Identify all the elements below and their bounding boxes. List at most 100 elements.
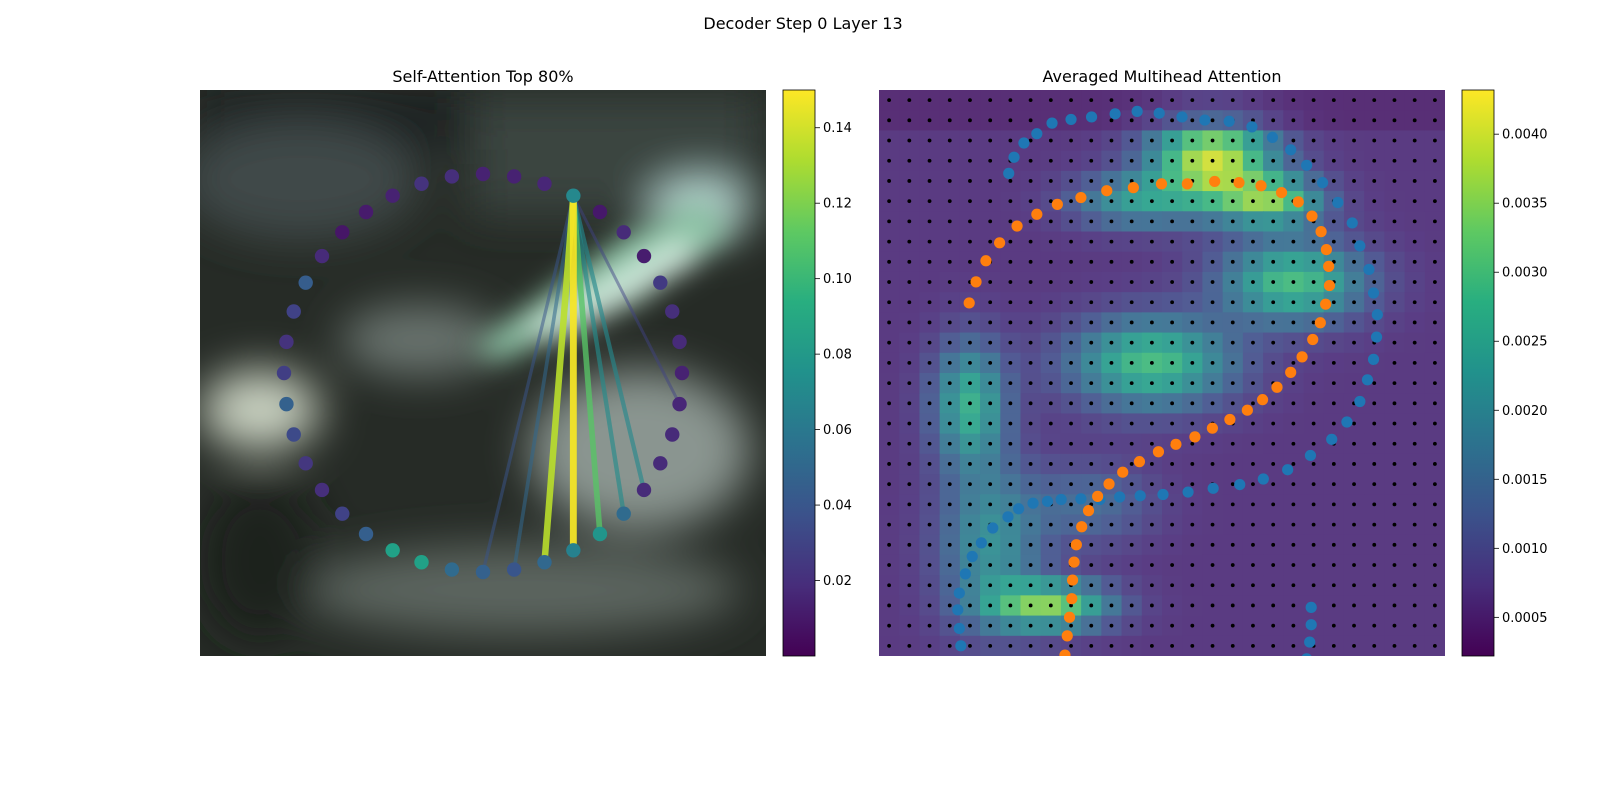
scatter-point: [1301, 653, 1312, 656]
grid-dot: [1170, 98, 1175, 103]
grid-dot: [1331, 623, 1336, 628]
grid-dot: [1412, 158, 1417, 163]
grid-dot: [1089, 623, 1094, 628]
grid-dot: [1109, 502, 1114, 507]
grid-dot: [1129, 401, 1134, 406]
grid-dot: [907, 118, 912, 123]
grid-dot: [1230, 462, 1235, 466]
attention-node: [314, 482, 330, 498]
grid-dot: [1048, 401, 1053, 406]
grid-dot: [887, 239, 892, 244]
grid-dot: [968, 563, 972, 567]
scatter-point: [1041, 495, 1054, 507]
grid-dot: [887, 502, 892, 507]
grid-dot: [947, 118, 952, 123]
grid-dot: [1170, 280, 1175, 284]
scatter-point: [1285, 366, 1297, 378]
scatter-point: [1153, 107, 1165, 119]
grid-dot: [1291, 138, 1296, 143]
grid-dot: [1372, 158, 1377, 163]
grid-dot: [1291, 158, 1296, 163]
grid-dot: [1190, 118, 1195, 123]
grid-dot: [1392, 421, 1397, 426]
grid-dot: [1170, 300, 1175, 305]
colorbar-tick-label: 0.08: [823, 348, 852, 363]
scatter-point: [1320, 244, 1332, 256]
grid-dot: [968, 522, 972, 527]
grid-dot: [1109, 118, 1114, 123]
grid-dot: [907, 381, 912, 386]
grid-dot: [1210, 199, 1215, 204]
grid-dot: [927, 199, 932, 204]
grid-dot: [887, 360, 892, 365]
grid-dot: [1372, 563, 1377, 567]
grid-dot: [1311, 98, 1316, 103]
grid-dot: [1190, 462, 1195, 466]
scatter-point: [1290, 685, 1301, 696]
grid-dot: [1392, 98, 1397, 103]
attention-node: [665, 427, 680, 442]
grid-dot: [1412, 441, 1417, 446]
grid-dot: [1149, 199, 1154, 204]
grid-dot: [1432, 280, 1437, 284]
grid-dot: [1129, 219, 1134, 224]
grid-dot: [1109, 98, 1114, 103]
scatter-point: [1246, 121, 1258, 133]
grid-dot: [1190, 482, 1195, 487]
attention-node: [672, 396, 687, 412]
multihead-attention-panel: Averaged Multihead Attention 0.0005 0.001…: [879, 67, 1548, 774]
scatter-point: [1296, 351, 1308, 363]
grid-dot: [1210, 320, 1215, 325]
grid-dot: [927, 340, 932, 345]
grid-dot: [887, 462, 892, 466]
grid-dot: [1210, 138, 1215, 143]
grid-dot: [1372, 179, 1377, 183]
grid-dot: [1352, 199, 1356, 204]
grid-dot: [1271, 522, 1276, 527]
grid-dot: [1412, 300, 1417, 305]
scatter-point: [1051, 198, 1063, 210]
grid-dot: [1291, 623, 1296, 628]
grid-dot: [1129, 381, 1134, 386]
grid-dot: [1048, 421, 1053, 426]
grid-dot: [1291, 401, 1296, 406]
grid-dot: [1291, 320, 1296, 325]
grid-dot: [1271, 179, 1276, 183]
grid-dot: [1432, 98, 1437, 103]
grid-dot: [1149, 239, 1154, 244]
scatter-point: [1315, 226, 1327, 238]
figure-title: Decoder Step 0 Layer 13: [703, 14, 902, 33]
grid-dot: [1311, 138, 1316, 143]
attention-node: [616, 225, 631, 240]
scatter-point: [975, 537, 987, 549]
scatter-point: [952, 604, 964, 616]
grid-dot: [1271, 563, 1276, 567]
grid-dot: [887, 583, 892, 588]
grid-dot: [1109, 280, 1114, 284]
grid-dot: [1412, 179, 1417, 183]
grid-dot: [1432, 300, 1437, 305]
grid-dot: [968, 542, 972, 547]
grid-dot: [1251, 381, 1255, 386]
scatter-point: [1258, 725, 1269, 736]
grid-dot: [1028, 360, 1033, 365]
grid-dot: [947, 360, 952, 365]
colorbar-tick-label: 0.0035: [1502, 197, 1548, 212]
grid-dot: [947, 522, 952, 527]
scatter-point: [963, 659, 974, 670]
grid-dot: [1291, 522, 1296, 527]
grid-dot: [887, 401, 892, 406]
grid-dot: [1392, 623, 1397, 628]
scatter-point: [1153, 763, 1164, 774]
grid-dot: [947, 158, 952, 163]
grid-dot: [988, 138, 993, 143]
scatter-point: [1199, 114, 1211, 126]
grid-dot: [1170, 542, 1175, 547]
grid-dot: [1432, 522, 1437, 527]
grid-dot: [988, 199, 993, 204]
grid-dot: [947, 502, 952, 507]
grid-dot: [1008, 583, 1013, 588]
grid-dot: [947, 583, 952, 588]
scatter-point: [1255, 180, 1267, 192]
scatter-point: [1133, 456, 1146, 468]
